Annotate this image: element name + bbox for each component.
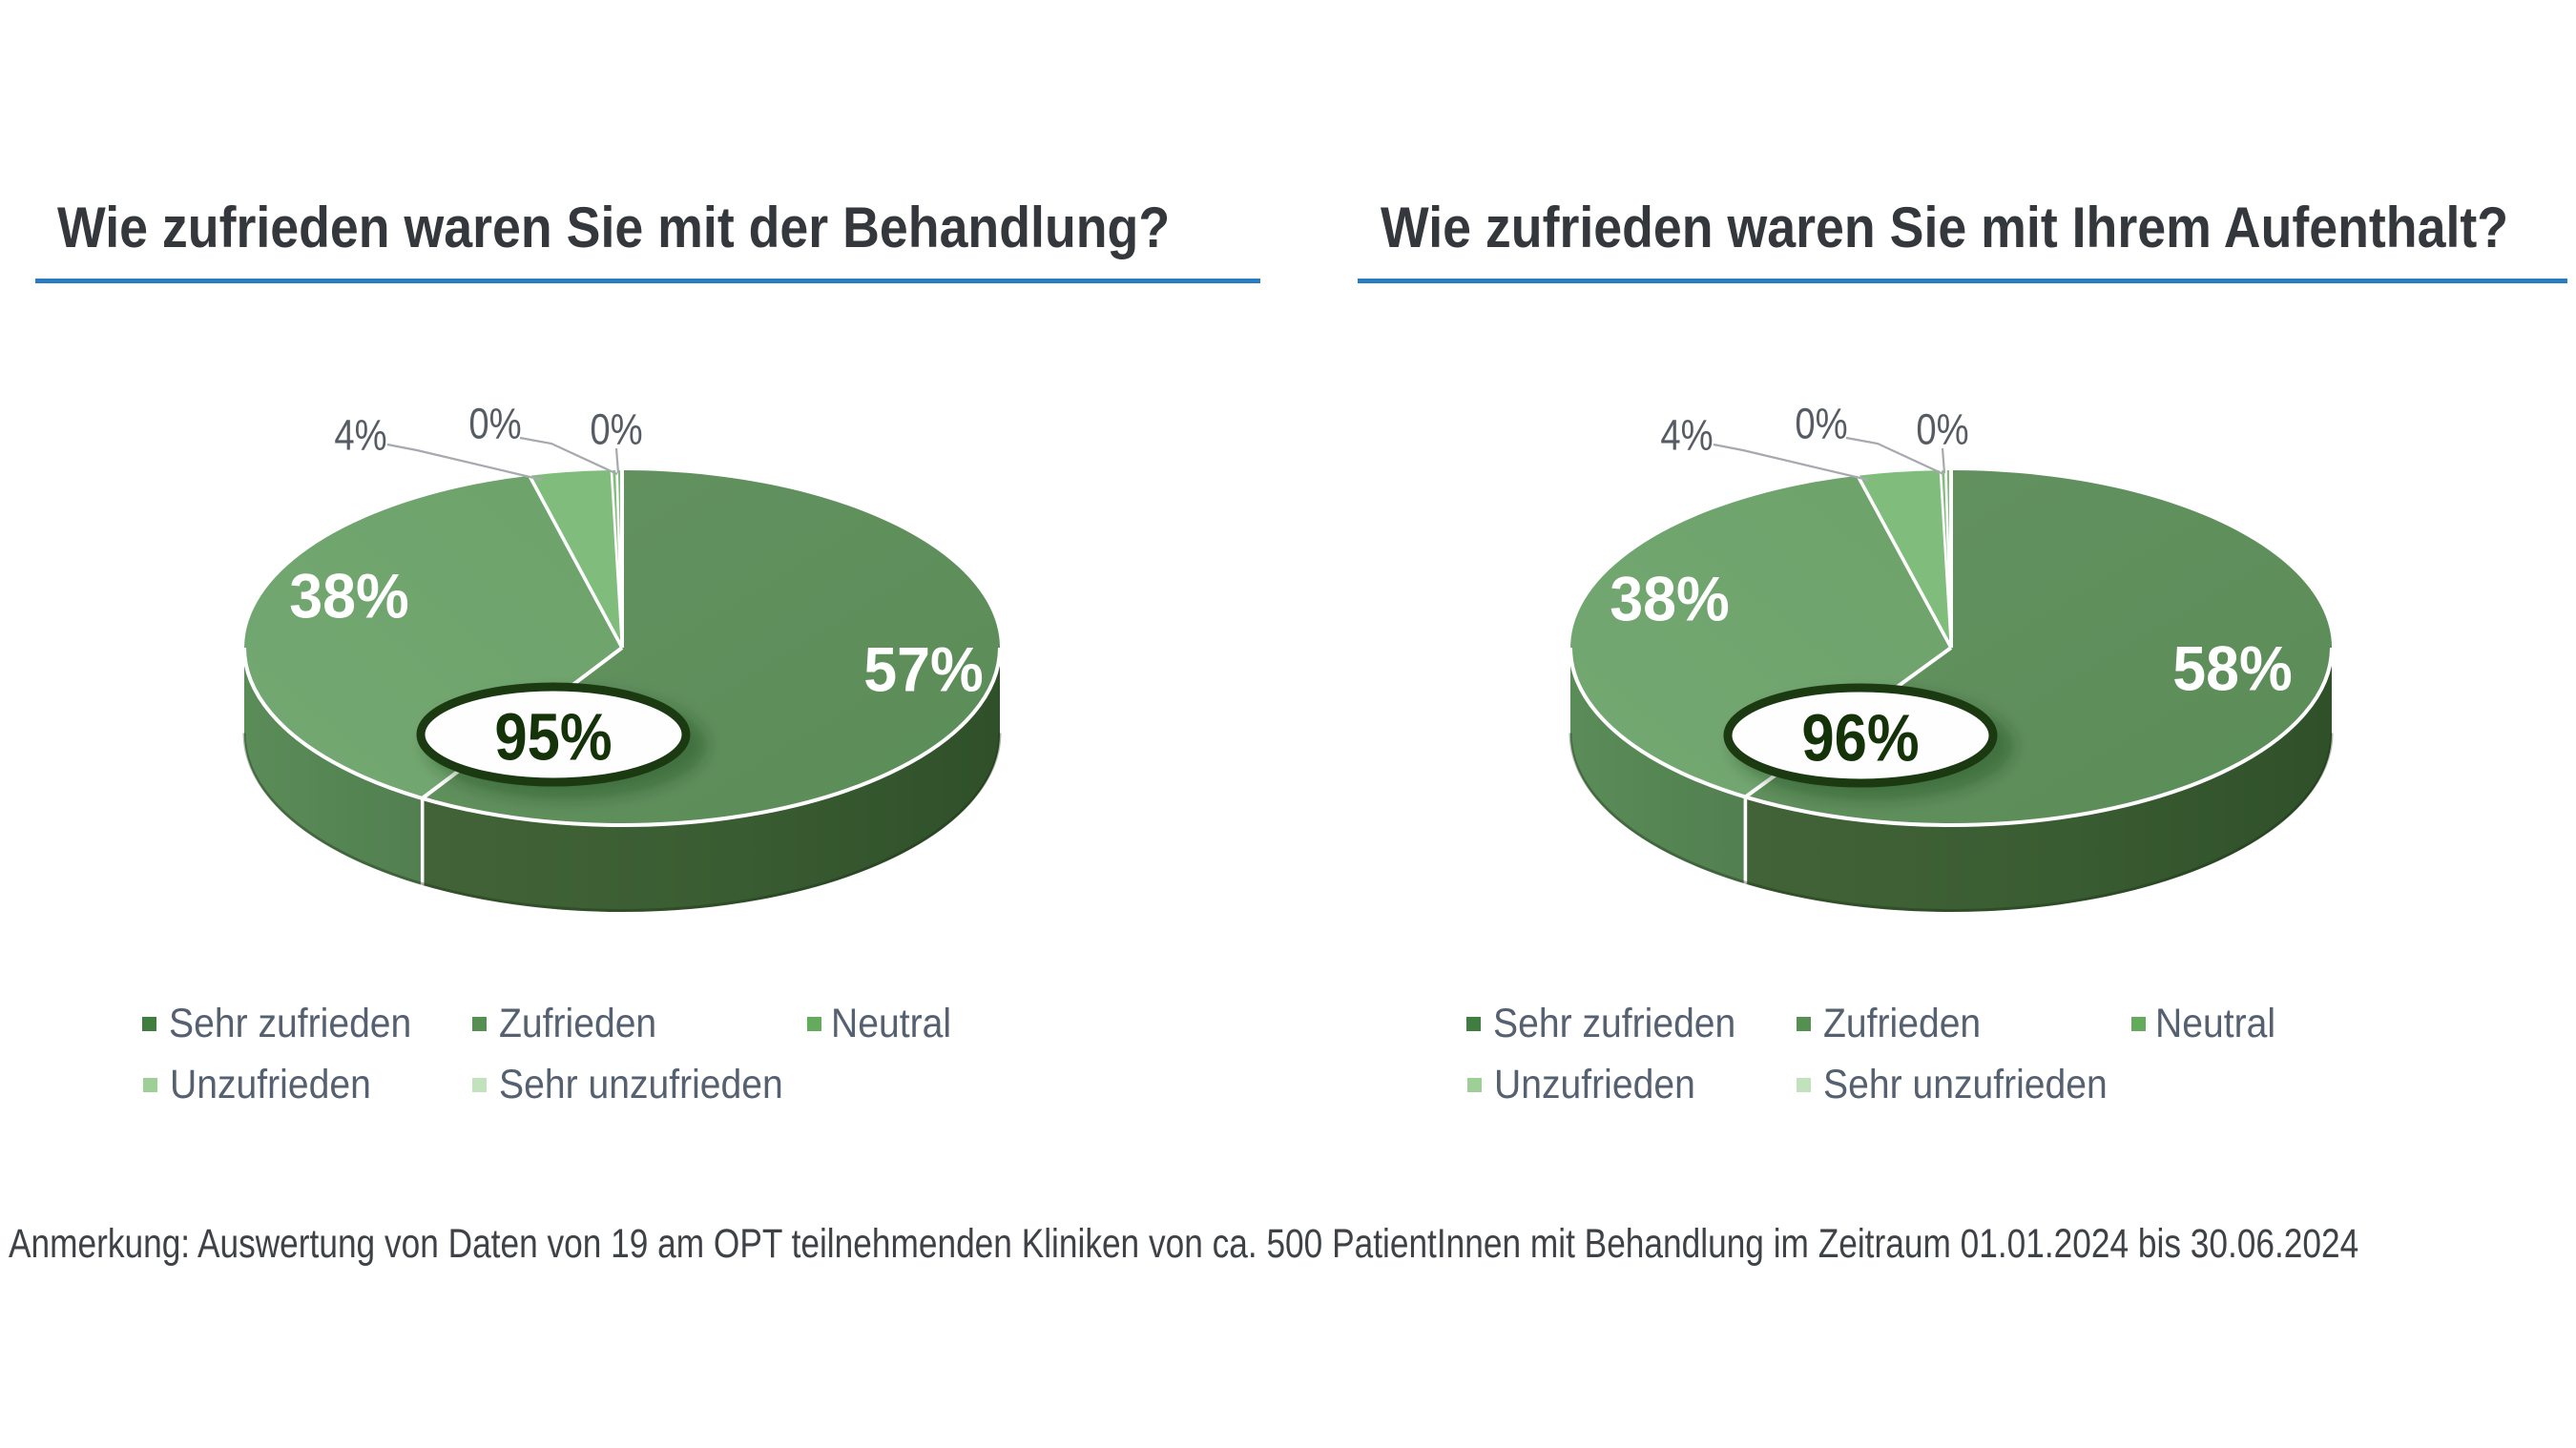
svg-text:0%: 0% [468, 400, 521, 448]
svg-text:0%: 0% [590, 405, 642, 454]
svg-text:0%: 0% [1795, 400, 1847, 448]
svg-text:4%: 4% [1660, 411, 1713, 460]
svg-text:0%: 0% [1916, 405, 1968, 454]
svg-text:38%: 38% [1610, 564, 1729, 634]
svg-text:58%: 58% [2172, 633, 2292, 704]
svg-text:95%: 95% [494, 699, 612, 775]
svg-text:38%: 38% [289, 561, 408, 631]
svg-text:4%: 4% [334, 411, 386, 460]
svg-text:96%: 96% [1801, 700, 1919, 776]
svg-text:57%: 57% [863, 634, 983, 705]
